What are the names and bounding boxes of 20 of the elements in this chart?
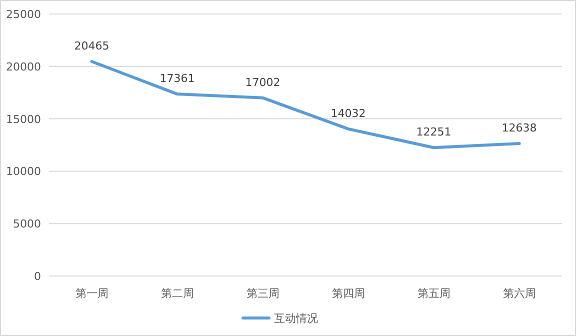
y-tick-label: 15000 — [6, 112, 41, 126]
x-tick-label: 第六周 — [502, 287, 536, 300]
legend: 互动情况 — [242, 312, 318, 325]
x-tick-label: 第五周 — [417, 287, 450, 300]
x-tick-label: 第三周 — [246, 287, 280, 300]
y-tick-label: 0 — [34, 270, 41, 283]
x-tick-label: 第四周 — [332, 287, 365, 300]
legend-label: 互动情况 — [274, 312, 318, 325]
x-tick-label: 第二周 — [160, 287, 194, 300]
data-label: 12251 — [416, 126, 452, 139]
data-label: 17002 — [245, 76, 280, 89]
data-label: 12638 — [502, 122, 537, 135]
data-label: 20465 — [74, 40, 110, 53]
y-tick-label: 25000 — [6, 8, 41, 21]
y-tick-label: 10000 — [6, 165, 41, 178]
data-label: 14032 — [330, 106, 366, 120]
x-tick-label: 第一周 — [75, 287, 108, 300]
y-tick-label: 5000 — [13, 218, 41, 231]
data-label: 17361 — [160, 72, 195, 86]
y-tick-label: 20000 — [6, 60, 41, 74]
